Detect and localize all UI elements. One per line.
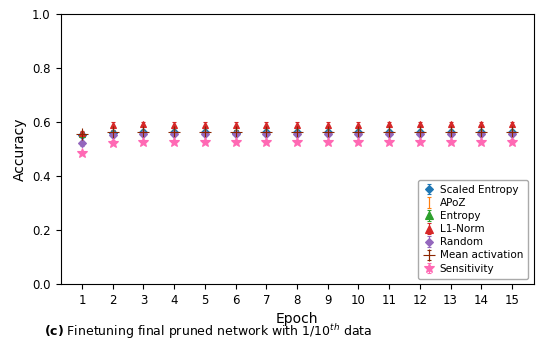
X-axis label: Epoch: Epoch	[276, 312, 318, 326]
Legend: Scaled Entropy, APoZ, Entropy, L1-Norm, Random, Mean activation, Sensitivity: Scaled Entropy, APoZ, Entropy, L1-Norm, …	[418, 180, 529, 279]
Text: $\mathbf{(c)}$ Finetuning final pruned network with $1/10^{th}$ data: $\mathbf{(c)}$ Finetuning final pruned n…	[44, 322, 372, 341]
Y-axis label: Accuracy: Accuracy	[13, 118, 26, 181]
